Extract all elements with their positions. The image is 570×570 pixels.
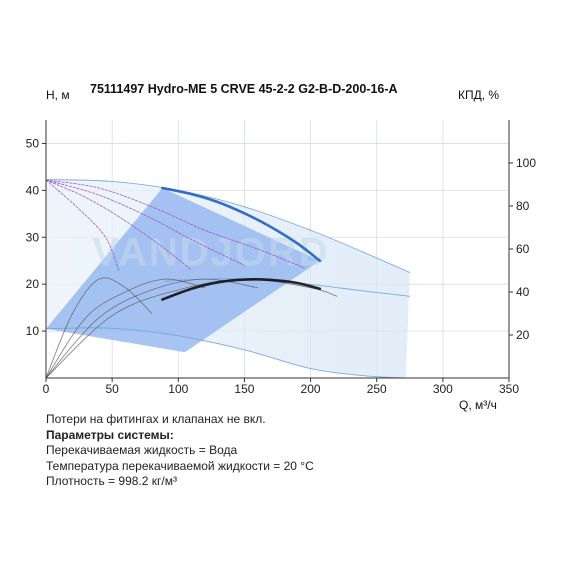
x-tick-label: 50 [105,382,119,396]
head-mid-curve [45,179,245,266]
x-axis-label: Q, м³/ч [459,398,497,412]
note-fluid: Перекачиваемая жидкость = Вода [46,443,238,457]
efficiency-mid-curve [45,278,259,379]
chart-title: 75111497 Hydro-ME 5 CRVE 45-2-2 G2-B-D-2… [90,82,398,96]
head-mid-curve [45,179,192,271]
y2-axis-label: КПД, % [458,88,499,102]
head-max-curve [161,186,322,263]
y-axis-label: Н, м [46,88,70,102]
y-tick-label: 20 [26,277,40,291]
y-tick-label: 40 [26,183,40,197]
note-density: Плотность = 998.2 кг/м³ [46,474,177,488]
curves [45,179,411,379]
efficiency-curve [161,278,322,301]
head-mid-curve [45,179,120,271]
x-tick-label: 350 [499,382,519,396]
head-mid-curve [45,179,305,269]
operating-area [46,188,320,353]
watermark-text: VANDJORD [92,230,330,274]
y2-tick-label: 60 [516,242,530,256]
y2-tick-label: 100 [516,156,536,170]
x-tick-label: 0 [43,382,50,396]
y2-tick-label: 40 [516,285,530,299]
x-tick-label: 100 [168,382,188,396]
head-thin-curve [45,179,411,273]
efficiency-mid-curve [45,278,206,379]
notes-block: Потери на фитингах и клапанах не вкл. Па… [46,412,314,490]
y-tick-label: 10 [26,324,40,338]
x-tick-label: 150 [234,382,254,396]
x-tick-label: 300 [433,382,453,396]
y-tick-label: 50 [26,136,40,150]
x-tick-label: 200 [301,382,321,396]
note-system-params-heading: Параметры системы: [46,427,174,442]
axes: 0 50 100 150 200 250 300 350 10 20 30 40 50 20 40 60 80 1… [26,120,536,396]
y2-tick-label: 20 [516,328,530,342]
efficiency-mid-curve [45,277,153,379]
x-tick-label: 250 [367,382,387,396]
y2-tick-label: 80 [516,199,530,213]
head-thin-curve [45,327,407,379]
y-tick-label: 30 [26,230,40,244]
note-temperature: Температура перекачиваемой жидкости = 20… [46,458,314,473]
note-losses: Потери на фитингах и клапанах не вкл. [46,412,266,426]
efficiency-mid-curve [45,278,338,379]
